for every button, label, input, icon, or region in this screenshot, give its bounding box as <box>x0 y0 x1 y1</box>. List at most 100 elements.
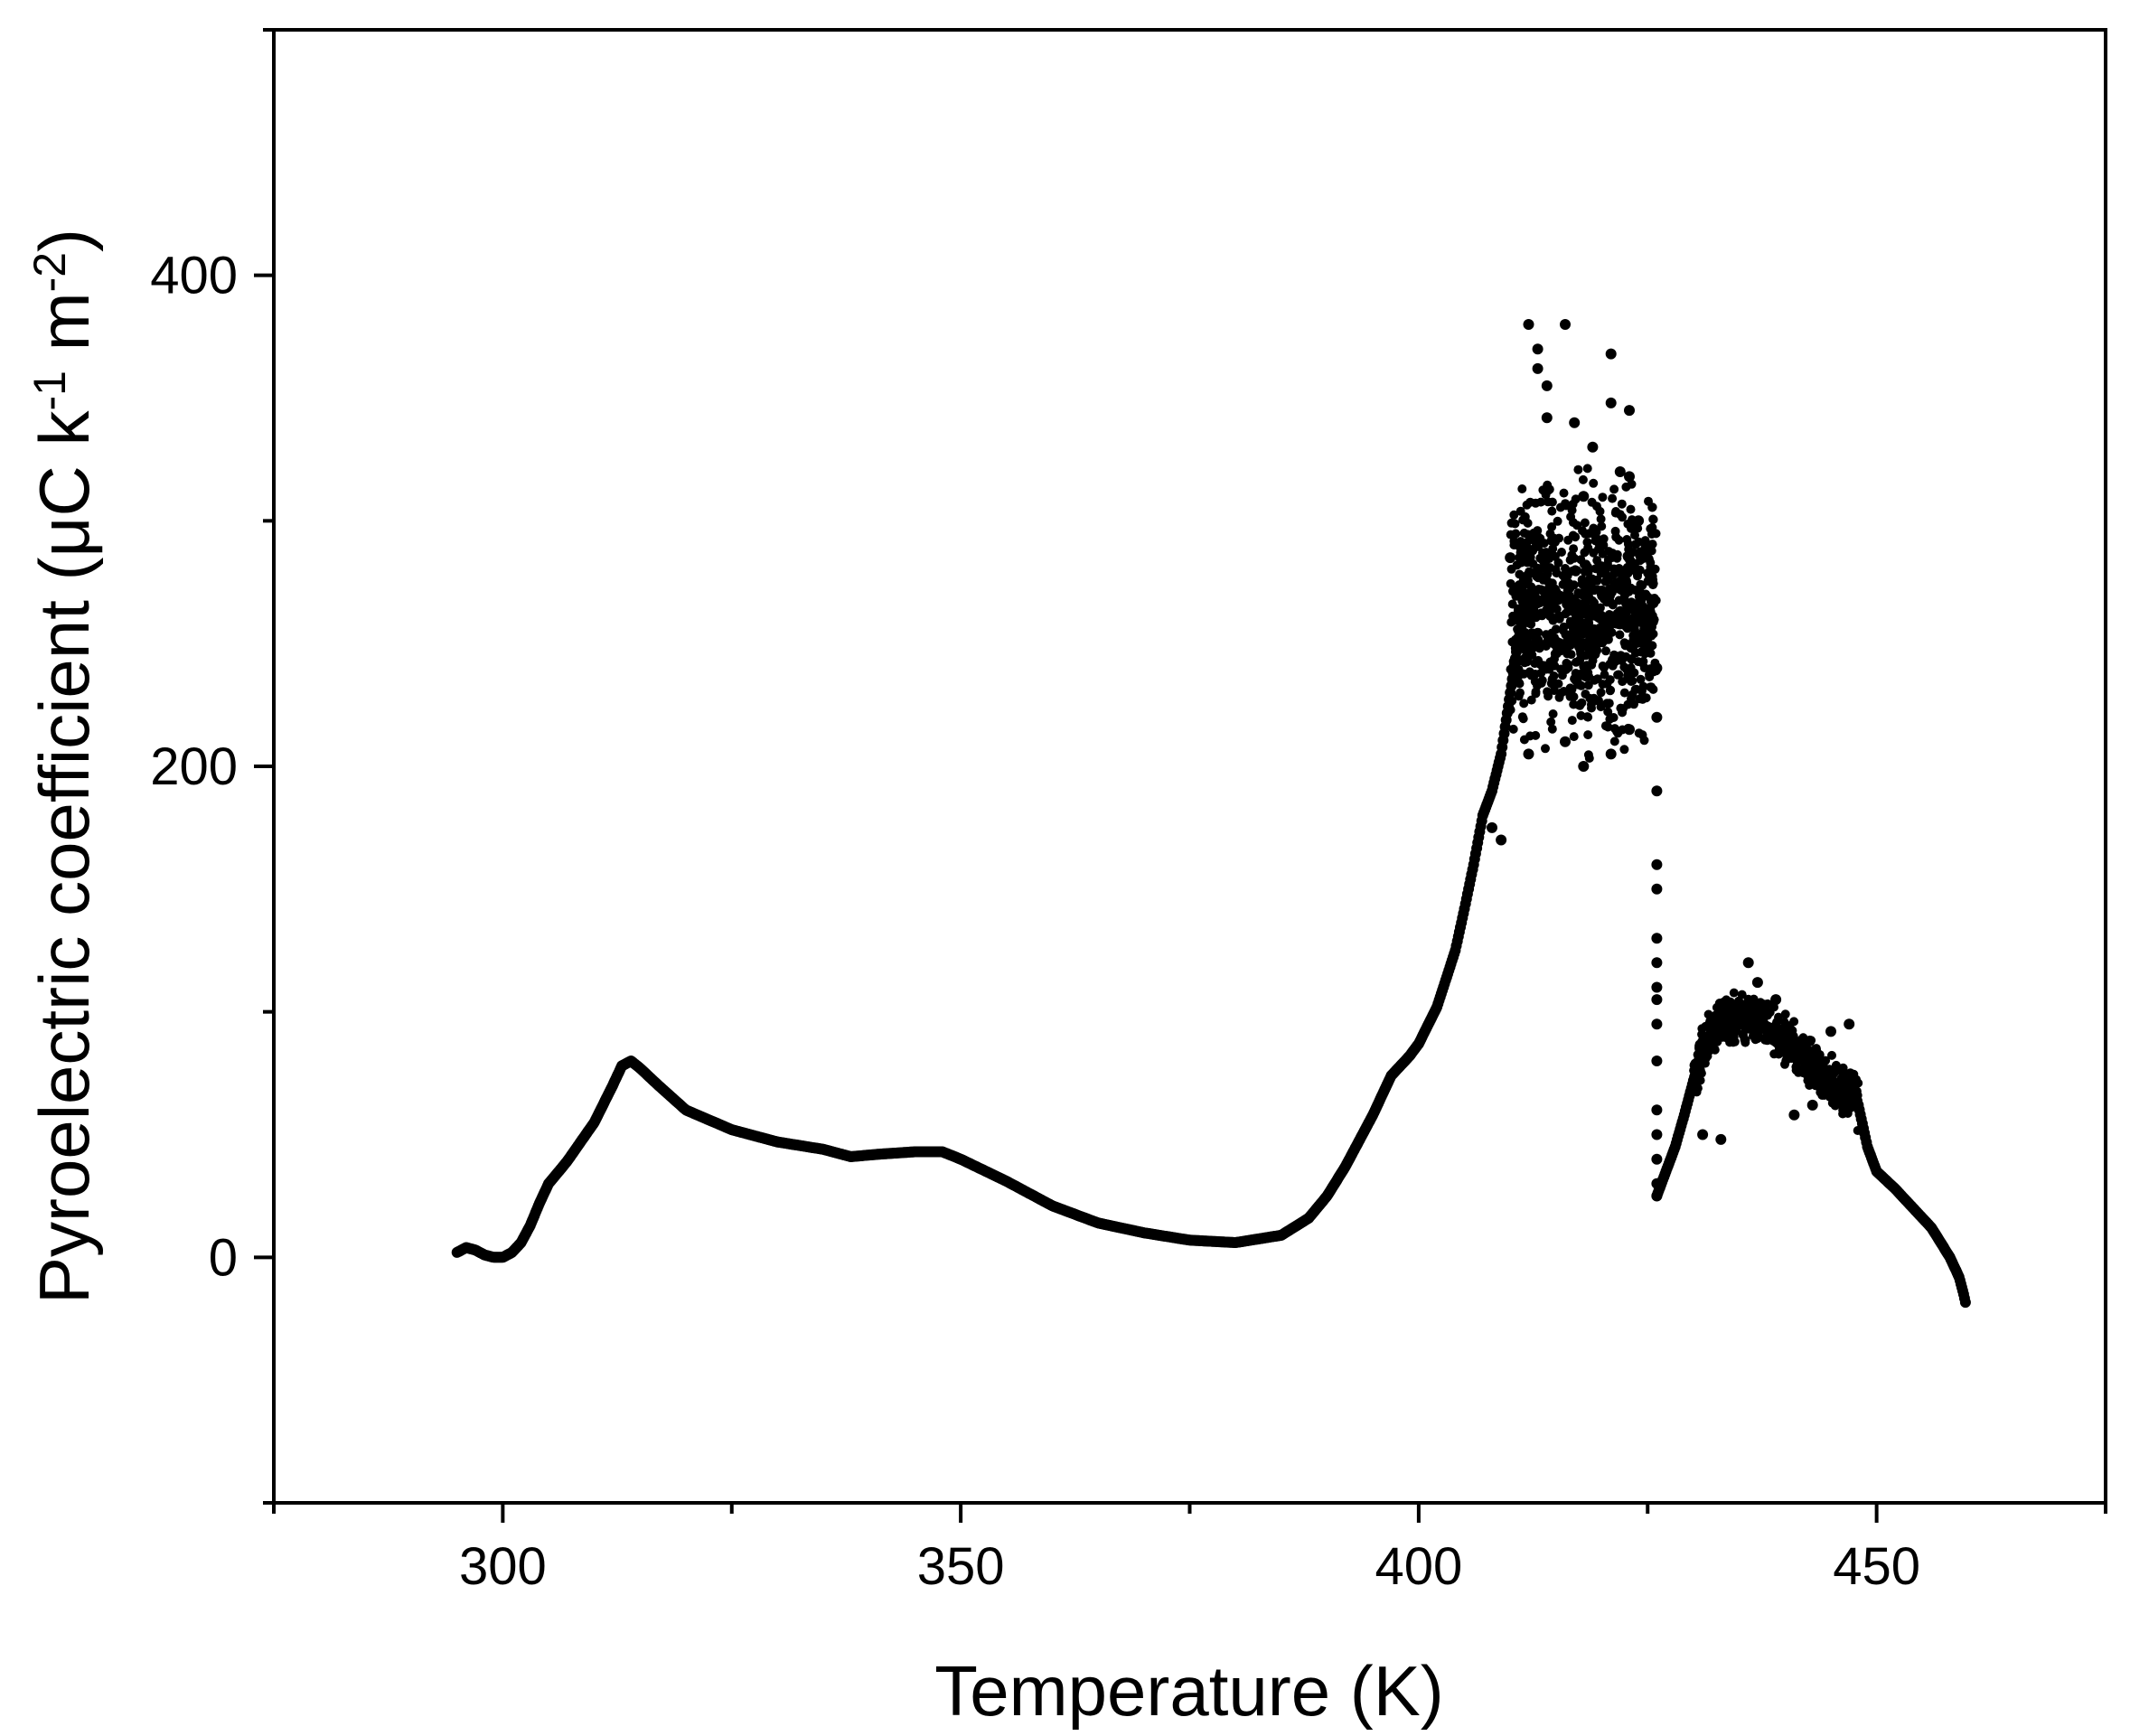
data-point <box>1633 657 1643 667</box>
data-point <box>1651 596 1661 605</box>
data-point <box>1506 617 1516 627</box>
data-point <box>1616 566 1626 576</box>
data-point <box>1538 485 1548 495</box>
data-point <box>1634 567 1644 576</box>
data-point <box>1506 564 1516 574</box>
data-point <box>1583 730 1593 740</box>
data-point <box>1518 714 1528 724</box>
y-axis-title-suffix: ) <box>24 229 104 252</box>
data-point <box>1651 933 1663 944</box>
data-point <box>1827 1083 1837 1092</box>
data-point <box>1549 671 1559 680</box>
data-point <box>1589 478 1599 488</box>
data-point <box>1543 565 1553 574</box>
data-point <box>1627 677 1636 686</box>
data-point <box>1590 585 1600 595</box>
data-point <box>1576 617 1586 627</box>
data-point <box>1619 745 1629 755</box>
data-point <box>1548 544 1558 554</box>
data-point <box>1525 639 1534 649</box>
data-point <box>1566 650 1576 660</box>
x-axis-title: Temperature (K) <box>934 1651 1444 1731</box>
data-point <box>1596 514 1606 524</box>
data-point <box>1553 516 1562 526</box>
data-point <box>1515 621 1525 631</box>
y-tick-label: 200 <box>150 737 238 796</box>
data-point <box>1616 703 1626 713</box>
data-point <box>1523 319 1534 330</box>
data-point <box>1565 555 1575 565</box>
data-point <box>1851 1078 1861 1088</box>
data-point <box>1716 1017 1726 1027</box>
data-point <box>1508 724 1518 734</box>
data-point <box>1560 319 1571 330</box>
data-point <box>1506 680 1516 690</box>
data-point <box>1767 1032 1777 1042</box>
data-point <box>1517 484 1527 493</box>
data-point <box>1741 1009 1751 1018</box>
data-point <box>1624 724 1635 736</box>
data-point <box>1845 1084 1855 1094</box>
data-point <box>1605 748 1617 760</box>
data-point <box>1637 730 1647 740</box>
data-point <box>1527 584 1537 594</box>
data-point <box>1581 626 1590 636</box>
data-point <box>1613 670 1623 680</box>
data-point <box>1592 674 1602 684</box>
axis-tick-labels: 300 350 400 450 0 200 400 <box>150 247 1920 1596</box>
data-point <box>1609 713 1619 722</box>
data-point <box>1608 549 1618 558</box>
data-point <box>1648 514 1658 524</box>
data-point <box>1514 664 1524 674</box>
data-point <box>1622 624 1632 633</box>
data-point <box>1757 1019 1767 1029</box>
data-point <box>1601 625 1611 634</box>
data-point <box>1584 754 1594 763</box>
data-point <box>1799 1041 1809 1051</box>
data-point <box>1602 679 1612 689</box>
data-point <box>1614 466 1626 477</box>
data-point <box>1598 662 1608 671</box>
data-point <box>1546 659 1556 669</box>
data-point <box>1603 707 1613 717</box>
data-point <box>1569 699 1579 709</box>
data-point <box>1582 464 1592 474</box>
data-point <box>1720 1009 1730 1019</box>
data-point <box>1774 1045 1784 1055</box>
data-point <box>1536 585 1546 595</box>
data-point <box>1510 519 1520 529</box>
data-point <box>1518 632 1528 642</box>
data-point <box>1631 540 1640 549</box>
data-point <box>1626 504 1636 514</box>
data-point <box>1636 579 1646 589</box>
data-point <box>1541 744 1550 754</box>
data-point <box>1838 1063 1848 1073</box>
data-point <box>1770 994 1782 1006</box>
data-point <box>1543 593 1553 603</box>
data-point <box>1621 576 1631 586</box>
data-point <box>1633 523 1643 533</box>
data-point <box>1705 1046 1715 1056</box>
data-point <box>1852 1100 1862 1109</box>
data-point <box>1750 1007 1759 1017</box>
data-point <box>1690 1073 1700 1083</box>
data-point <box>1544 633 1553 643</box>
data-point <box>1582 712 1592 722</box>
data-point <box>1582 538 1592 547</box>
data-point <box>1597 561 1607 571</box>
data-point <box>1599 540 1609 550</box>
data-point <box>1564 590 1574 600</box>
data-point <box>1642 624 1652 633</box>
data-point <box>1506 530 1515 540</box>
data-point <box>1619 662 1629 672</box>
data-point <box>1565 630 1574 640</box>
x-tick-label: 450 <box>1833 1537 1920 1596</box>
data-point <box>1622 552 1632 562</box>
data-point <box>1552 649 1562 659</box>
data-point <box>1510 643 1520 653</box>
data-point <box>1838 1109 1848 1119</box>
data-point <box>1788 1109 1800 1121</box>
data-point <box>1651 883 1663 895</box>
data-point <box>1534 635 1544 645</box>
data-point <box>1557 548 1566 557</box>
